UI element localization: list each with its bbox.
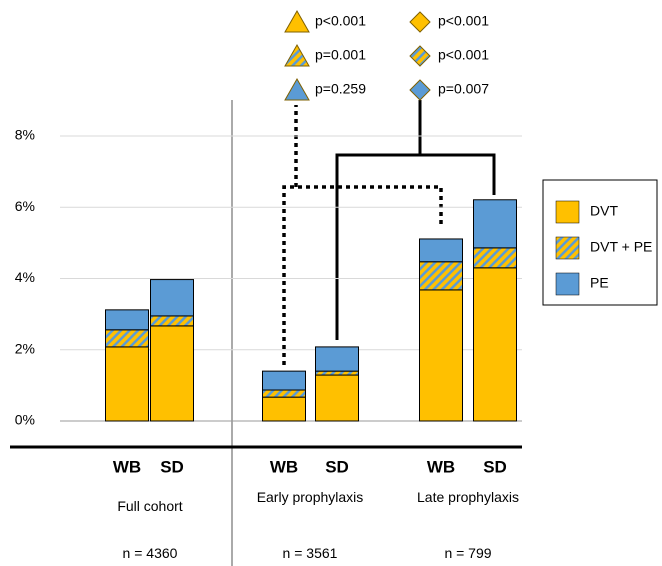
bar-segment <box>419 261 463 291</box>
annotation-text: p<0.001 <box>315 13 366 29</box>
bar-segment <box>150 325 194 422</box>
annotation-text: p<0.001 <box>438 13 489 29</box>
legend-swatch <box>555 272 580 296</box>
x-tick-label: WB <box>113 457 141 476</box>
annotation-marker <box>284 9 310 33</box>
y-tick-label: 0% <box>15 412 35 428</box>
annotation-marker <box>284 43 310 67</box>
connector-dotted <box>282 105 443 365</box>
bar-segment <box>262 370 306 391</box>
bar-segment <box>150 279 194 317</box>
bar-segment <box>473 199 517 249</box>
legend-label: PE <box>590 275 609 291</box>
bar-segment <box>315 346 359 372</box>
bar-segment <box>105 329 149 348</box>
annotation-marker <box>409 11 431 33</box>
group-label: Early prophylaxis <box>256 489 364 505</box>
bar-segment <box>150 315 194 327</box>
x-tick-label: SD <box>160 457 184 476</box>
y-tick-label: 2% <box>15 340 35 356</box>
annotation-text: p=0.001 <box>315 47 366 63</box>
legend-swatch <box>555 236 580 260</box>
legend-label: DVT + PE <box>590 239 652 255</box>
x-tick-label: WB <box>270 457 298 476</box>
annotation-marker <box>409 45 431 67</box>
bar-segment <box>473 247 517 269</box>
y-tick-label: 6% <box>15 198 35 214</box>
bar-segment <box>315 374 359 422</box>
legend-swatch <box>555 200 580 224</box>
group-label: Full cohort <box>117 498 183 514</box>
y-tick-label: 8% <box>15 127 35 143</box>
annotation-marker <box>284 77 310 101</box>
annotation-text: p=0.259 <box>315 81 366 97</box>
bar-segment <box>262 396 306 422</box>
group-label: Late prophylaxis <box>417 489 519 505</box>
annotation-marker <box>409 79 431 101</box>
x-tick-label: SD <box>483 457 507 476</box>
bar-segment <box>473 267 517 422</box>
bar-segment <box>105 346 149 422</box>
connector-solid <box>335 100 496 340</box>
bar-segment <box>315 370 359 376</box>
annotation-text: p<0.001 <box>438 47 489 63</box>
bar-segment <box>105 309 149 331</box>
x-tick-label: SD <box>325 457 349 476</box>
y-tick-label: 4% <box>15 269 35 285</box>
annotation-text: p=0.007 <box>438 81 489 97</box>
bar-segment <box>262 389 306 398</box>
group-n: n = 4360 <box>122 545 178 561</box>
group-n: n = 799 <box>444 545 492 561</box>
bar-segment <box>419 238 463 263</box>
bar-segment <box>419 289 463 422</box>
x-tick-label: WB <box>427 457 455 476</box>
legend-label: DVT <box>590 203 618 219</box>
group-n: n = 3561 <box>282 545 338 561</box>
